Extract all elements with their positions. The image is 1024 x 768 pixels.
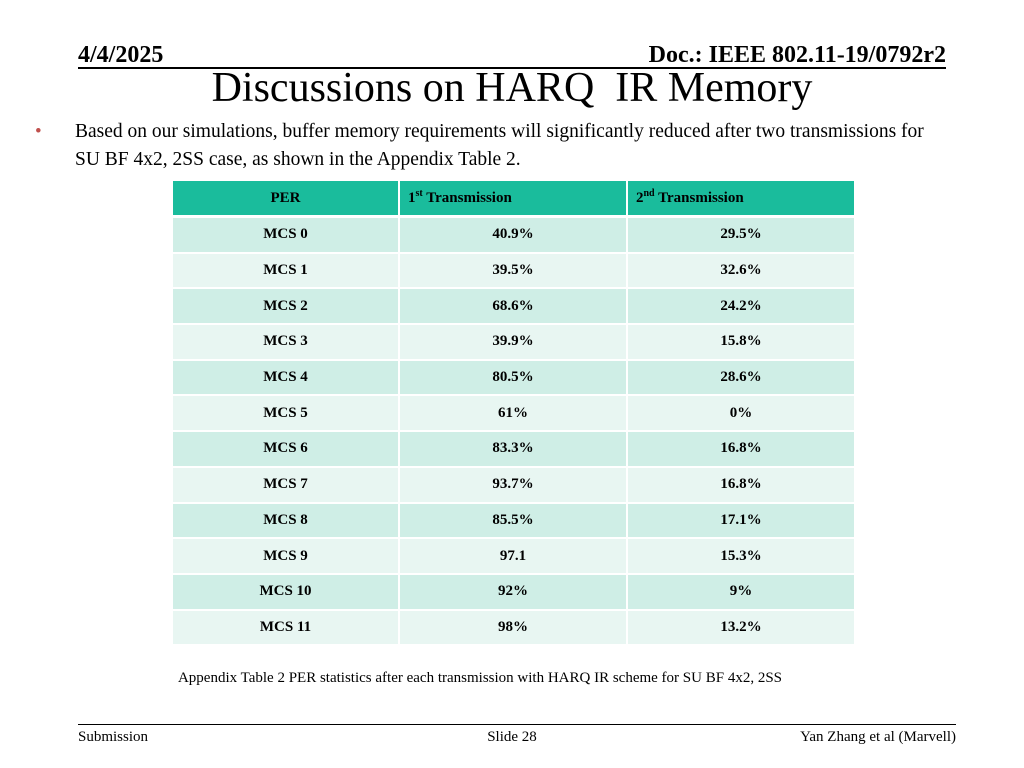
cell-tx1: 98%: [398, 609, 628, 647]
cell-mcs: MCS 7: [171, 466, 400, 504]
footer-submission: Submission: [78, 729, 149, 745]
cell-tx1: 83.3%: [398, 431, 628, 468]
table-caption: Appendix Table 2 PER statistics after ea…: [177, 670, 783, 686]
cell-mcs: MCS 10: [171, 573, 400, 611]
slide-title: Discussions on HARQ IR Memory: [211, 65, 813, 111]
bullet-marker-icon: •: [35, 121, 42, 142]
header-tx1: 1st Transmission: [398, 181, 628, 218]
cell-tx1: 68.6%: [398, 288, 628, 326]
table-row: MCS 1 39.5% 32.6%: [171, 252, 856, 290]
table-row: MCS 8 85.5% 17.1%: [171, 502, 856, 540]
cell-tx2: 13.2%: [626, 609, 856, 647]
per-table: PER 1st Transmission 2nd Transmission MC…: [171, 181, 856, 647]
cell-mcs: MCS 5: [171, 395, 400, 433]
table-row: MCS 10 92% 9%: [171, 573, 856, 611]
header-tx1-text: Transmission: [422, 189, 512, 206]
table-row: MCS 2 68.6% 24.2%: [171, 288, 856, 326]
cell-tx1: 80.5%: [398, 359, 628, 397]
cell-mcs: MCS 9: [171, 538, 400, 575]
cell-tx2: 16.8%: [626, 431, 856, 468]
bullet-text: Based on our simulations, buffer memory …: [75, 121, 924, 170]
cell-tx2: 0%: [626, 395, 856, 433]
header-tx2: 2nd Transmission: [626, 181, 856, 218]
cell-tx1: 39.5%: [398, 252, 628, 290]
cell-mcs: MCS 6: [171, 431, 400, 468]
cell-tx2: 15.8%: [626, 324, 856, 361]
table-row: MCS 6 83.3% 16.8%: [171, 431, 856, 468]
header-tx2-sup: nd: [643, 187, 655, 199]
footer-slide-number: Slide 28: [487, 729, 537, 745]
table-row: MCS 7 93.7% 16.8%: [171, 466, 856, 504]
cell-tx1: 97.1: [398, 538, 628, 575]
cell-tx2: 29.5%: [626, 216, 856, 254]
cell-tx2: 9%: [626, 573, 856, 611]
header-per-label: PER: [270, 189, 301, 206]
cell-mcs: MCS 1: [171, 252, 400, 290]
table-row: MCS 9 97.1 15.3%: [171, 538, 856, 575]
header-date: 4/4/2025: [78, 42, 164, 68]
cell-tx2: 24.2%: [626, 288, 856, 326]
cell-tx2: 16.8%: [626, 466, 856, 504]
header-tx1-num: 1: [408, 189, 416, 206]
cell-mcs: MCS 2: [171, 288, 400, 326]
cell-tx1: 93.7%: [398, 466, 628, 504]
cell-tx2: 32.6%: [626, 252, 856, 290]
header-tx2-text: Transmission: [654, 189, 744, 206]
table-header-row: PER 1st Transmission 2nd Transmission: [171, 181, 856, 218]
table-row: MCS 11 98% 13.2%: [171, 609, 856, 647]
header-tx2-num: 2: [636, 189, 644, 206]
header-doc-id: Doc.: IEEE 802.11-19/0792r2: [648, 42, 946, 68]
cell-tx2: 28.6%: [626, 359, 856, 397]
cell-mcs: MCS 8: [171, 502, 400, 540]
header-tx1-sup: st: [415, 187, 423, 199]
cell-tx2: 17.1%: [626, 502, 856, 540]
cell-mcs: MCS 3: [171, 324, 400, 361]
table-row: MCS 0 40.9% 29.5%: [171, 216, 856, 254]
header-per: PER: [171, 181, 400, 218]
cell-tx1: 85.5%: [398, 502, 628, 540]
cell-tx1: 61%: [398, 395, 628, 433]
footer-author: Yan Zhang et al (Marvell): [800, 729, 956, 745]
cell-mcs: MCS 4: [171, 359, 400, 397]
table-row: MCS 5 61% 0%: [171, 395, 856, 433]
cell-tx2: 15.3%: [626, 538, 856, 575]
table-row: MCS 3 39.9% 15.8%: [171, 324, 856, 361]
cell-tx1: 92%: [398, 573, 628, 611]
cell-mcs: MCS 0: [171, 216, 400, 254]
cell-mcs: MCS 11: [171, 609, 400, 647]
header-divider: [78, 67, 946, 69]
table-row: MCS 4 80.5% 28.6%: [171, 359, 856, 397]
cell-tx1: 39.9%: [398, 324, 628, 361]
cell-tx1: 40.9%: [398, 216, 628, 254]
footer-divider: [78, 724, 956, 725]
